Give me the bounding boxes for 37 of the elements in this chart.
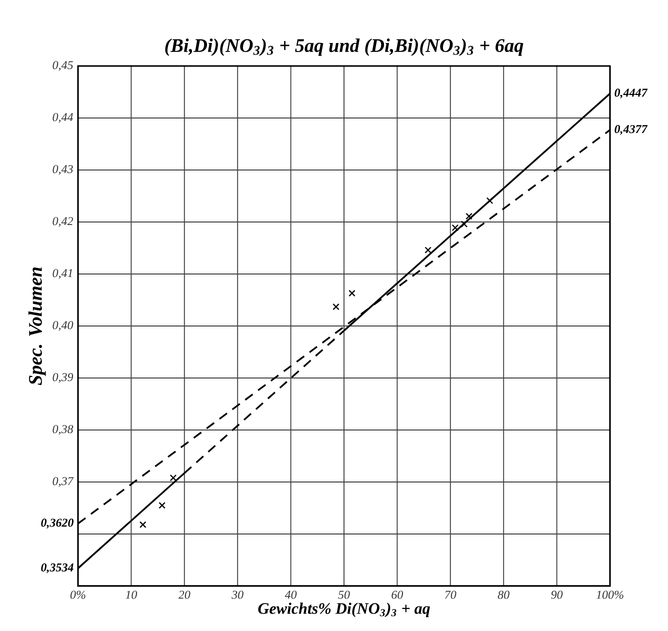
point: [348, 290, 356, 297]
point: [170, 474, 177, 482]
x-tick-label: 50: [338, 590, 350, 599]
x-tick-label: 60: [392, 590, 404, 599]
data-label: 0,4447: [614, 88, 648, 98]
point: [466, 212, 472, 220]
y-tick-label: 0,40: [52, 321, 74, 331]
x-tick-label: 100%: [596, 590, 624, 599]
point: [460, 220, 468, 228]
y-tick-label: 0,45: [52, 61, 73, 71]
point: [452, 224, 459, 232]
y-tick-label: 0,44: [52, 113, 74, 123]
y-tick-label: 0,43: [52, 165, 73, 175]
data-label: 0,4377: [614, 125, 648, 135]
x-tick-label: 90: [551, 590, 563, 599]
y-tick-label: 0,38: [52, 425, 74, 435]
point: [158, 502, 166, 509]
point: [332, 303, 340, 310]
x-axis-title: Gewichts% Di(NO$_{3}$)$_{3}$ + aq: [258, 602, 430, 618]
x-tick-label: 40: [284, 590, 297, 599]
y-tick-label: 0,37: [52, 477, 74, 487]
y-tick-label: 0,42: [52, 217, 74, 227]
chart-title: (Bi,Di)(NO$_{3}$)$_{3}$ + 5aq und (Di,Bi)(NO$_{3}$)$_{3}$ + 6aq: [165, 38, 524, 56]
point: [486, 197, 494, 204]
point: [424, 246, 432, 254]
point: [139, 521, 146, 528]
y-tick-label: 0,41: [52, 269, 72, 279]
x-tick-label: 10: [126, 590, 138, 599]
x-tick-label: 80: [498, 590, 510, 599]
y-tick-label: 0,39: [52, 373, 74, 383]
data-label: 0,3534: [41, 563, 74, 574]
x-tick-label: 0%: [70, 590, 86, 599]
data-label: 0,3620: [41, 518, 74, 529]
x-tick-label: 70: [445, 590, 456, 599]
x-tick-label: 30: [232, 590, 244, 599]
x-tick-label: 20: [178, 590, 190, 599]
y-axis-title: Spec. Volumen: [28, 267, 46, 386]
